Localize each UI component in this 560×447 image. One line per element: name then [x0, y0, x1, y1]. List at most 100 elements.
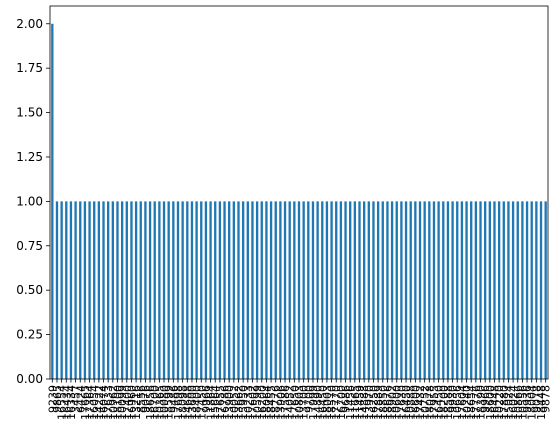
bar-9966 [204, 201, 208, 379]
bar-10600 [395, 201, 398, 379]
y-tick-label: 1.75 [16, 61, 43, 75]
x-tick-label: 17400 [121, 385, 134, 420]
bar-17630 [400, 201, 403, 379]
y-axis: 0.00 0.25 0.50 0.75 1.00 1.25 1.50 1.75 2.00 [16, 17, 50, 386]
x-tick-label: 3457 [70, 385, 83, 413]
bar-10656 [456, 201, 459, 379]
bar-10220 [497, 201, 501, 379]
x-tick-label: 18654 [465, 385, 478, 420]
x-tick-label: 15024 [502, 385, 515, 420]
bar-13216 [134, 201, 138, 379]
x-tick-label: 16054 [88, 385, 101, 420]
bar-11456 [349, 201, 352, 379]
bar-16074 [102, 201, 105, 379]
x-tick-label: 17770 [330, 385, 343, 420]
bar-18656 [148, 201, 152, 379]
bar-18098 [181, 201, 184, 379]
x-tick-label: 18570 [326, 385, 339, 420]
x-tick-label: 17880 [498, 385, 511, 420]
bar-11459 [358, 201, 361, 379]
x-tick-label: 18098 [177, 385, 190, 420]
bar-17633 [107, 201, 110, 379]
bar-17655 [218, 201, 222, 379]
x-tick-label: 10233 [242, 385, 255, 420]
bar-17364 [88, 201, 91, 379]
bar-15950 [241, 201, 245, 379]
x-tick-label: 17655 [214, 385, 227, 420]
bar-9076 [144, 201, 147, 379]
x-tick-label: 16434 [60, 385, 73, 420]
x-tick-label: 17955 [428, 385, 441, 420]
x-tick-label: 10365 [153, 385, 166, 420]
x-tick-label: 17665 [79, 385, 92, 420]
x-tick-label: 14888 [358, 385, 371, 420]
x-tick-label: 18004 [526, 385, 539, 420]
bar-13662 [237, 201, 240, 379]
x-tick-label: 17698 [172, 385, 185, 420]
y-tick-label: 0.25 [16, 328, 43, 342]
x-tick-label: 16700 [149, 385, 162, 420]
bar-13600 [190, 201, 194, 379]
y-tick-label: 1.25 [16, 150, 43, 164]
bar-16054 [93, 201, 96, 379]
bar-18776 [274, 201, 277, 379]
bar-14890 [316, 201, 319, 379]
x-tick-label: 18100 [111, 385, 124, 420]
x-tick-label: 10052 [228, 385, 241, 420]
x-tick-label: 10656 [451, 385, 464, 420]
bar-18902 [390, 201, 394, 379]
x-tick-label: 16024 [507, 385, 520, 420]
bar-17400 [125, 201, 128, 379]
bar-10080 [162, 201, 166, 379]
x-tick-label: 9700 [302, 385, 315, 413]
bar-16200 [260, 201, 263, 379]
x-tick-label: 10099 [116, 385, 129, 420]
x-tick-label: 9865 [51, 385, 64, 413]
x-tick-label: 16250 [367, 385, 380, 420]
y-tick-label: 0.75 [16, 239, 43, 253]
bar-14052 [288, 201, 291, 379]
x-tick-label: 18200 [437, 385, 450, 420]
bar-10888 [409, 201, 412, 379]
x-tick-label: 18902 [386, 385, 399, 420]
x-tick-label: 17432 [414, 385, 427, 420]
x-tick-label: 18400 [191, 385, 204, 420]
x-tick-label: 18656 [144, 385, 157, 420]
bar-11864 [209, 201, 212, 379]
x-tick-label: 18003 [321, 385, 334, 420]
y-tick-label: 1.50 [16, 106, 43, 120]
y-tick-label: 1.00 [16, 194, 43, 208]
x-tick-label: 11459 [354, 385, 367, 420]
bar-17889 [376, 201, 380, 379]
x-tick-label: 18078 [423, 385, 436, 420]
x-tick-label: 10866 [512, 385, 525, 420]
x-tick-label: 10600 [391, 385, 404, 420]
x-tick-label: 16450 [400, 385, 413, 420]
x-tick-label: 10599 [251, 385, 264, 420]
bar-13970 [367, 201, 370, 379]
bar-17432 [418, 201, 422, 379]
y-tick-label: 0.50 [16, 283, 43, 297]
x-tick-label: 18390 [475, 385, 488, 420]
bar-17999 [311, 201, 315, 379]
bar-16450 [404, 201, 408, 379]
bar-10052 [232, 201, 236, 379]
x-tick-label: 18599 [163, 385, 176, 420]
bar-9936 [525, 201, 529, 379]
bar-17698 [176, 201, 180, 379]
bar-16786 [223, 201, 226, 379]
x-tick-label: 15950 [237, 385, 250, 420]
x-tick-label: 13662 [233, 385, 246, 420]
x-tick-label: 16450 [316, 385, 329, 420]
x-tick-label: 10752 [419, 385, 432, 420]
bar-15024 [507, 201, 510, 379]
x-tick-label: 16448 [488, 385, 501, 420]
bar-17586 [283, 201, 287, 379]
x-tick-label: 9966 [479, 385, 492, 413]
x-tick-label: 8556 [135, 385, 148, 413]
bar-9966 [484, 201, 487, 379]
bar-16554 [60, 201, 63, 379]
x-tick-label: 18776 [270, 385, 283, 420]
bar-18003 [325, 201, 329, 379]
